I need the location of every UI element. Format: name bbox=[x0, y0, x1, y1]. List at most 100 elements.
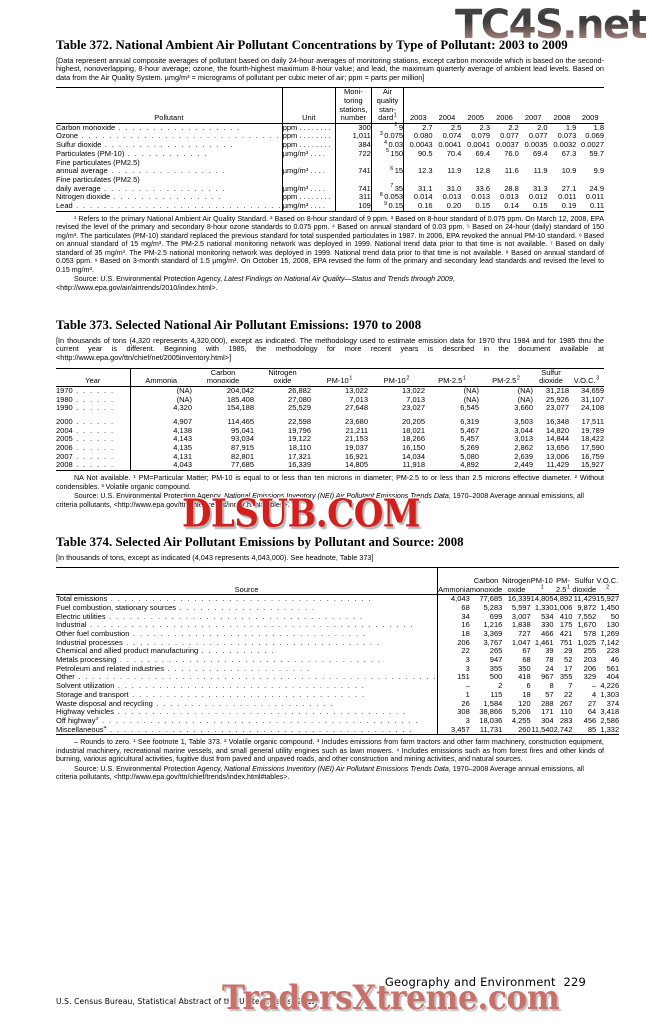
table-row: Industrial . . . . . . . . . . . . . . .… bbox=[56, 620, 619, 630]
data-cell: 267 bbox=[554, 699, 573, 709]
data-cell: 11.9 bbox=[433, 166, 461, 176]
data-value: 2 bbox=[498, 681, 503, 691]
data-cell: 27.1 bbox=[548, 183, 577, 194]
data-cell: 0.073 bbox=[548, 132, 577, 141]
th-374-pm10-1: PM-10 1 bbox=[530, 575, 554, 591]
unit-label: µmg/m³ bbox=[282, 166, 309, 176]
stations-value: 741 bbox=[358, 183, 371, 193]
data-cell: 59.7 bbox=[576, 149, 604, 159]
data-value: 0.0027 bbox=[581, 140, 604, 150]
data-cell: 260 bbox=[502, 725, 531, 736]
row-label-cell: Carbon monoxide . . . . . . . . . . . . … bbox=[56, 122, 283, 133]
table-374-header-row: Source Ammonia Carbon monoxide Nitrogen ox… bbox=[56, 567, 620, 595]
data-cell: 10.9 bbox=[548, 166, 577, 176]
data-cell: 17 bbox=[554, 664, 572, 674]
data-cell: 70.4 bbox=[433, 149, 462, 159]
data-value: 967 bbox=[541, 672, 554, 682]
data-value: 4,131 bbox=[173, 451, 192, 461]
data-value: 2.0 bbox=[537, 122, 548, 132]
table-row: 1990 . . . . . . 4,320 154,188 25,529 27,648… bbox=[56, 403, 604, 413]
data-value: 13,022 bbox=[402, 385, 425, 395]
data-value: 355 bbox=[559, 672, 573, 682]
data-cell: 46 bbox=[596, 655, 619, 665]
stations-cell: 741 bbox=[334, 166, 372, 176]
row-label: 1990 bbox=[56, 404, 73, 413]
source-title: National Emissions Inventory (NEI) Air P… bbox=[224, 492, 449, 501]
th-stations: Moni-toring stations, number bbox=[334, 88, 372, 124]
source-suffix: , 1970–2008 Average annual emissions, al… bbox=[56, 492, 584, 509]
data-value: 114,465 bbox=[227, 416, 254, 426]
leader-dots: . . . . . . . . . . . . . . . . . . . . … bbox=[105, 612, 364, 621]
row-label-cell: daily average . . . . . . . . . . . . . … bbox=[56, 185, 282, 194]
data-cell: 0.013 bbox=[433, 193, 462, 202]
data-cell: 1,303 bbox=[596, 690, 619, 700]
standard-cell: 4 0.03 bbox=[370, 140, 404, 150]
data-value: 154,188 bbox=[226, 403, 254, 413]
data-cell: 7 bbox=[554, 681, 572, 691]
data-value: 24,108 bbox=[581, 403, 604, 413]
table-374: Source Ammonia Carbon monoxide Nitrogen ox… bbox=[56, 567, 620, 736]
data-value: 14,844 bbox=[546, 434, 569, 444]
data-value: 329 bbox=[583, 672, 597, 682]
data-cell: 18 bbox=[437, 629, 470, 639]
data-cell: 171 bbox=[531, 707, 554, 717]
data-cell: 38,866 bbox=[470, 707, 503, 717]
data-value: 947 bbox=[489, 655, 503, 665]
th-374-carbon-monoxide: Carbon monoxide bbox=[469, 575, 503, 594]
data-value: 3,418 bbox=[600, 707, 620, 717]
data-value: 4,320 bbox=[173, 403, 192, 413]
data-value: 22 bbox=[461, 646, 470, 656]
unit-cell: µmg/m³ . . . . bbox=[281, 184, 336, 194]
data-value: 17,511 bbox=[581, 416, 604, 426]
standard-cell: 5 150 bbox=[370, 149, 404, 159]
row-label: Miscellaneous bbox=[56, 725, 104, 734]
data-cell: 77,685 bbox=[469, 594, 503, 604]
source-label-cell: Storage and transport . . . . . . . . . … bbox=[56, 691, 438, 700]
data-cell: 206 bbox=[437, 638, 470, 648]
data-cell: 67.3 bbox=[548, 149, 577, 159]
data-value: 50 bbox=[610, 611, 620, 621]
table-372-source: Source: U.S. Environmental Protection Ag… bbox=[56, 275, 604, 292]
data-cell: 67 bbox=[502, 647, 530, 656]
data-value: 18,110 bbox=[288, 443, 311, 453]
data-value: 16,348 bbox=[546, 416, 569, 426]
data-value: 14,820 bbox=[546, 425, 569, 435]
leader-dots: . . . . . . bbox=[72, 395, 115, 404]
data-cell: 154,188 bbox=[192, 403, 254, 413]
table-row: Highway vehicles . . . . . . . . . . . .… bbox=[56, 707, 620, 717]
stations-cell: 1,011 bbox=[334, 132, 372, 142]
data-cell: 330 bbox=[531, 620, 554, 630]
data-value: 38,866 bbox=[479, 707, 503, 717]
data-value: (NA) bbox=[176, 394, 192, 404]
data-cell: 14,844 bbox=[533, 435, 569, 444]
row-label: Storage and transport bbox=[56, 690, 129, 699]
row-label-cell: Nitrogen dioxide . . . . . . . . . . . .… bbox=[56, 193, 282, 202]
spacer-row bbox=[56, 412, 604, 418]
th-year: Year bbox=[85, 376, 101, 386]
data-cell: 3,503 bbox=[479, 417, 533, 427]
data-value: 82,801 bbox=[231, 451, 254, 461]
data-cell: 7,552 bbox=[572, 612, 596, 622]
data-cell: 2,449 bbox=[479, 461, 533, 472]
section-gap bbox=[56, 292, 604, 318]
data-cell: 228 bbox=[596, 646, 620, 656]
year-cell: 1990 . . . . . . bbox=[56, 404, 130, 413]
empty-cell bbox=[403, 175, 433, 185]
data-cell: 1,838 bbox=[502, 620, 531, 630]
data-cell: (NA) bbox=[129, 394, 192, 405]
standard-value: 0.03 bbox=[388, 140, 404, 150]
data-value: 185.408 bbox=[226, 394, 254, 404]
leader-dots: . . . . . . . . . . . . . . . . . . . . … bbox=[116, 656, 382, 665]
data-cell: 0.0041 bbox=[433, 140, 461, 150]
stations-value: 300 bbox=[358, 122, 371, 132]
data-value: 228 bbox=[606, 646, 620, 656]
data-cell: 2.2 bbox=[490, 122, 519, 133]
unit-cell: ppm . . . . . . . . bbox=[281, 140, 336, 150]
data-value: 27.1 bbox=[561, 183, 577, 193]
data-cell: 304 bbox=[531, 716, 554, 726]
data-value: 350 bbox=[518, 663, 531, 673]
data-cell: 120 bbox=[502, 699, 531, 709]
table-row: 2004 . . . . . . 4,138 95,041 19,796 21,211 1… bbox=[56, 425, 604, 436]
data-value: 1,216 bbox=[483, 620, 503, 630]
data-cell: 283 bbox=[554, 716, 573, 726]
